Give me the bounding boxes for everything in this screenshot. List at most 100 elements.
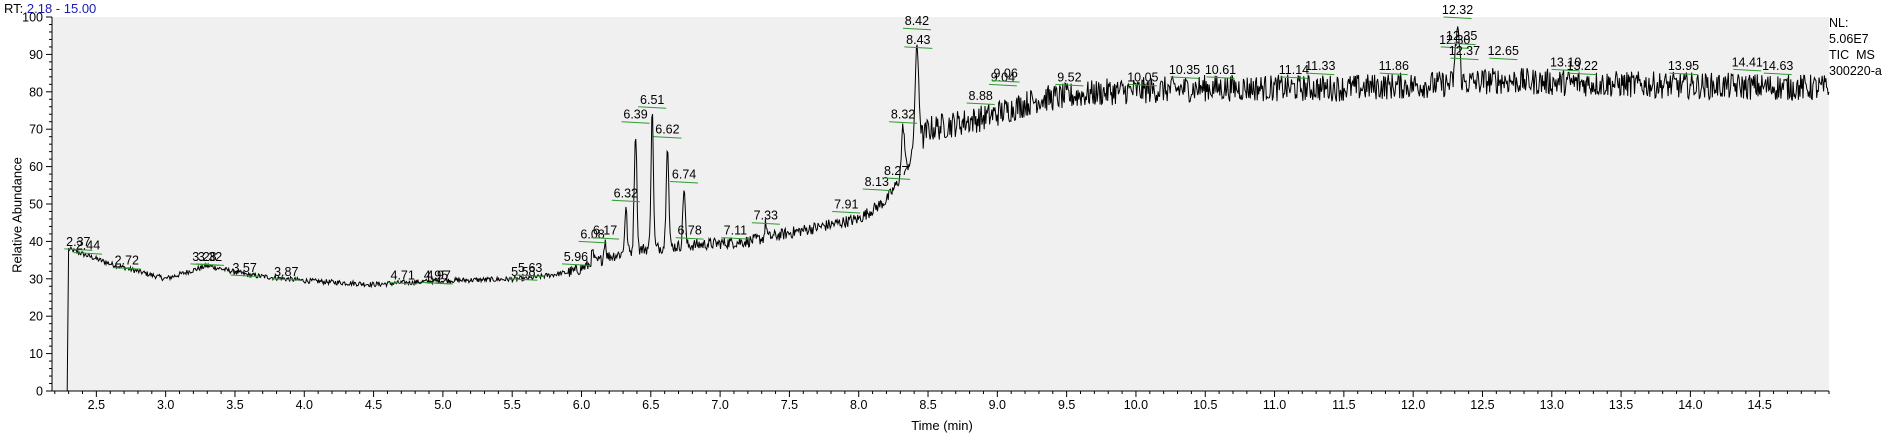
peak-label: 10.61 [1205, 63, 1236, 77]
peak-marker [1440, 46, 1469, 49]
peak-marker [1443, 16, 1472, 19]
rt-range-header: RT: 2.18 - 15.00 [4, 1, 96, 16]
peak-marker [1170, 76, 1199, 79]
peak-marker [670, 181, 699, 184]
peak-marker [1669, 72, 1698, 76]
peak-marker [424, 282, 453, 285]
peak-marker [889, 121, 918, 124]
x-tick-label: 3.0 [157, 398, 174, 412]
x-tick-label: 10.5 [1193, 398, 1217, 412]
x-tick-label: 9.5 [1058, 398, 1075, 412]
x-tick-label: 4.0 [296, 398, 313, 412]
y-tick-label: 90 [29, 48, 43, 62]
peak-label: 8.13 [865, 175, 889, 189]
peak-label: 14.41 [1732, 55, 1763, 69]
peak-marker [1551, 68, 1580, 72]
x-tick-label: 5.0 [434, 398, 451, 412]
x-tick-label: 11.0 [1263, 398, 1286, 412]
y-tick-label: 10 [29, 347, 43, 361]
peak-label: 5.63 [518, 261, 542, 275]
peak-label: 3.32 [198, 250, 222, 264]
x-tick-label: 3.5 [226, 398, 243, 412]
peak-marker [591, 237, 620, 240]
peak-label: 7.91 [834, 197, 858, 211]
y-tick-label: 100 [22, 11, 43, 25]
x-tick-label: 13.0 [1540, 398, 1564, 412]
peak-marker [64, 248, 93, 251]
x-tick-label: 13.5 [1609, 398, 1633, 412]
peak-label: 12.65 [1488, 44, 1519, 58]
peak-marker [561, 263, 590, 266]
y-tick-label: 80 [29, 85, 43, 99]
peak-marker [1450, 57, 1479, 61]
y-tick-label: 50 [29, 198, 43, 212]
scan-filter: TIC MS [1829, 48, 1875, 62]
peak-label: 10.35 [1169, 63, 1200, 77]
x-tick-label: 14.5 [1748, 398, 1772, 412]
peak-marker [1489, 57, 1518, 61]
peak-label: 6.74 [672, 168, 696, 182]
y-tick-label: 70 [29, 123, 43, 137]
peak-label: 8.88 [969, 89, 993, 103]
x-tick-label: 8.0 [850, 398, 867, 412]
x-tick-label: 9.0 [989, 398, 1006, 412]
peak-marker [988, 83, 1017, 87]
peak-label: 4.71 [391, 269, 415, 283]
peak-marker [832, 210, 861, 214]
x-tick-label: 12.5 [1470, 398, 1494, 412]
peak-label: 3.28 [192, 250, 216, 264]
peak-label: 4.95 [424, 269, 448, 283]
peak-label: 3.57 [232, 261, 256, 275]
peak-marker [721, 237, 750, 240]
peak-label: 6.39 [623, 108, 647, 122]
peak-marker [621, 121, 650, 124]
sample-name: 300220-a [1829, 64, 1882, 78]
rt-label: RT: [4, 1, 24, 16]
peak-marker [751, 222, 780, 225]
peak-label: 6.78 [677, 224, 701, 238]
peak-marker [1306, 72, 1335, 76]
peak-label: 12.37 [1449, 44, 1480, 58]
peak-marker [882, 177, 911, 180]
peak-label: 2.44 [76, 239, 100, 253]
peak-label: 13.10 [1550, 55, 1581, 69]
x-tick-label: 14.0 [1678, 398, 1702, 412]
peak-marker [1447, 42, 1476, 46]
x-axis-label: Time (min) [911, 418, 973, 433]
peak-label: 3.87 [274, 265, 298, 279]
peak-label: 11.33 [1305, 59, 1335, 73]
x-tick-label: 7.0 [711, 398, 728, 412]
peak-label: 2.72 [115, 254, 139, 268]
peak-marker [272, 278, 301, 281]
peak-marker [230, 274, 259, 278]
peak-marker [1279, 76, 1308, 79]
x-tick-label: 5.5 [503, 398, 520, 412]
peak-label: 9.06 [993, 67, 1017, 81]
y-tick-label: 40 [29, 235, 43, 249]
peak-marker [509, 278, 538, 281]
x-tick-label: 8.5 [919, 398, 936, 412]
peak-label: 12.35 [1446, 29, 1477, 43]
peak-label: 8.32 [891, 108, 915, 122]
peak-marker [578, 240, 607, 244]
nl-value: 5.06E7 [1829, 32, 1869, 46]
peak-marker [516, 274, 545, 278]
tic-trace [66, 26, 1830, 392]
peak-marker [966, 102, 995, 106]
x-tick-label: 6.5 [642, 398, 659, 412]
x-tick-label: 6.0 [573, 398, 590, 412]
peak-marker [991, 80, 1020, 83]
peak-label: 6.32 [614, 186, 638, 200]
peak-marker [74, 252, 103, 255]
peak-label: 13.22 [1567, 59, 1598, 73]
peak-label: 2.37 [66, 235, 90, 249]
y-tick-label: 30 [29, 272, 43, 286]
peak-marker [904, 46, 933, 49]
peak-marker [862, 188, 891, 192]
y-tick-label: 0 [36, 385, 43, 399]
peak-label: 8.43 [906, 33, 930, 47]
peak-label: 11.14 [1279, 63, 1309, 77]
peak-marker [1055, 83, 1084, 87]
peak-label: 12.30 [1439, 33, 1470, 47]
